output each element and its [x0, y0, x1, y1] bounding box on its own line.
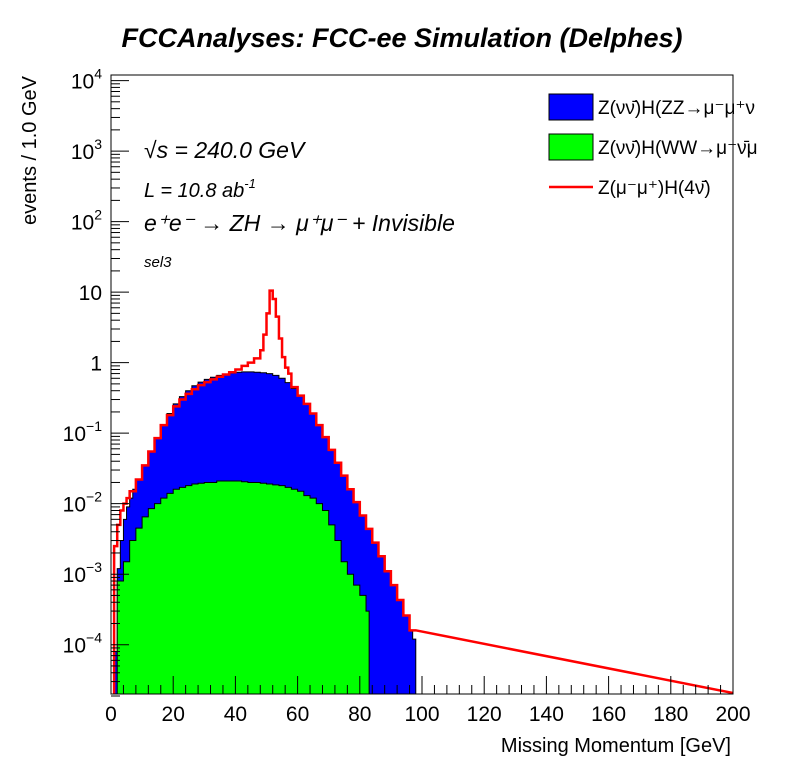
x-axis: 0 20 40 60 80 100 120 140 160 180 200 [105, 676, 751, 726]
y-tick-label: 10−3 [63, 559, 103, 587]
legend-swatch [548, 93, 594, 121]
legend-label: Z(μ⁻μ⁺)H(4ν̄) [598, 178, 711, 199]
luminosity-value: L = 10.8 ab [144, 180, 244, 202]
x-tick-label: 180 [653, 703, 688, 726]
x-tick-label: 0 [105, 703, 117, 726]
legend-label: Z(νν̄)H(ZZ→μ⁻μ⁺ν [598, 98, 755, 119]
y-tick-label: 10 [79, 282, 102, 305]
y-tick-label: 103 [71, 136, 102, 164]
x-tick-label: 20 [162, 703, 185, 726]
series-2-line [112, 289, 733, 694]
y-axis-label: events / 1.0 GeV [19, 75, 41, 225]
series-layer [112, 289, 733, 694]
y-tick-label: 10−2 [63, 489, 103, 517]
x-tick-label: 100 [404, 703, 439, 726]
y-tick-label: 10−1 [63, 418, 103, 446]
x-tick-label: 120 [467, 703, 502, 726]
y-tick-label: 10−4 [63, 630, 103, 658]
x-tick-label: 40 [224, 703, 247, 726]
y-tick-label: 1 [90, 353, 102, 376]
x-tick-label: 140 [529, 703, 564, 726]
y-axis: 10−4 10−3 10−2 10−1 1 10 102 103 104 [63, 66, 129, 697]
process-annotation: e⁺e⁻ → ZH → μ⁺μ⁻ + Invisible [144, 210, 455, 236]
x-tick-label: 80 [348, 703, 371, 726]
annotations: √s = 240.0 GeV L = 10.8 ab-1 e⁺e⁻ → ZH →… [144, 137, 455, 271]
legend: Z(νν̄)H(ZZ→μ⁻μ⁺ν Z(νν̄)H(WW→μ⁻ν̄μ Z(μ⁻μ⁺)H… [548, 93, 758, 199]
x-tick-label: 200 [715, 703, 750, 726]
sqrt-s-annotation: √s = 240.0 GeV [144, 137, 307, 163]
y-tick-label: 104 [71, 66, 102, 94]
x-tick-label: 160 [591, 703, 626, 726]
luminosity-annotation: L = 10.8 ab-1 [144, 176, 256, 202]
chart-title: FCCAnalyses: FCC-ee Simulation (Delphes) [121, 23, 682, 53]
x-tick-label: 60 [286, 703, 309, 726]
y-tick-label: 102 [71, 207, 102, 235]
series-1-area [116, 480, 370, 694]
x-axis-label: Missing Momentum [GeV] [501, 735, 731, 757]
luminosity-exponent: -1 [244, 176, 256, 191]
legend-swatch [548, 133, 594, 161]
selection-annotation: sel3 [144, 254, 172, 271]
legend-label: Z(νν̄)H(WW→μ⁻ν̄μ [598, 138, 758, 159]
